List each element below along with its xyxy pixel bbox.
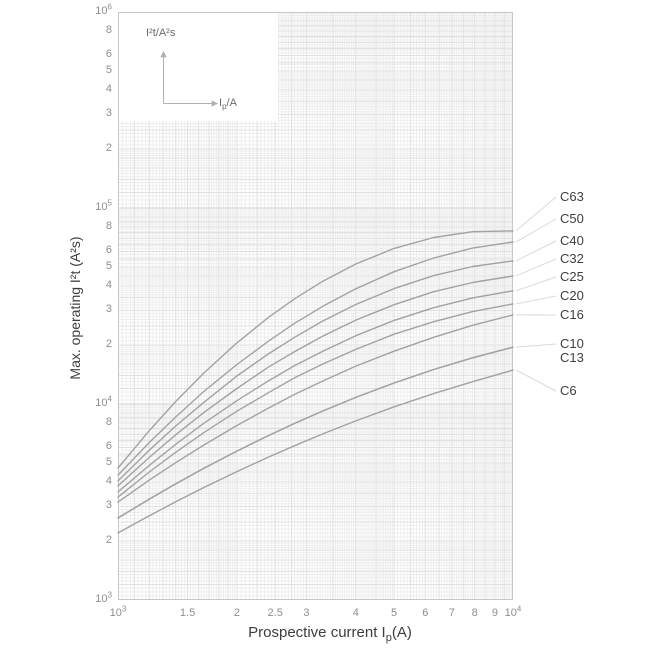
y-tick-label: 6	[105, 440, 112, 453]
x-axis-title: Prospective current Ip(A)	[180, 624, 480, 644]
curve-C32	[117, 275, 514, 487]
inset-right-arrow-icon	[211, 100, 218, 107]
curves	[117, 230, 514, 534]
x-tick-label: 104	[504, 604, 522, 619]
y-tick-label: 2	[105, 337, 112, 350]
y-tick-label: 3	[105, 303, 112, 316]
curve-C40	[117, 260, 514, 482]
curve-C16	[117, 314, 514, 503]
curve-label-C40: C40	[560, 233, 584, 248]
y-tick-label: 6	[105, 244, 112, 257]
curve-label-C6: C6	[560, 383, 577, 398]
y-tick-label: 6	[105, 48, 112, 61]
curve-label-C25: C25	[560, 269, 584, 284]
x-tick-label: 6	[422, 607, 429, 619]
inset-y-label: I²t/A²s	[146, 27, 176, 39]
curve-label-C16: C16	[560, 307, 584, 322]
x-tick-label: 5	[391, 607, 398, 619]
x-tick-label: 103	[109, 604, 127, 619]
y-tick-label: 104	[95, 394, 112, 409]
y-tick-label: 8	[105, 23, 112, 36]
x-tick-label: 4	[352, 607, 359, 619]
curve-C50	[117, 241, 514, 476]
curve-C25	[117, 290, 514, 493]
inset-box	[119, 13, 278, 121]
y-tick-label: 5	[105, 260, 112, 272]
y-tick-label: 105	[95, 198, 112, 213]
curve-C6	[117, 369, 514, 534]
x-tick-label: 9	[491, 607, 498, 619]
curve-C13	[117, 346, 514, 519]
x-axis-title-sub: p	[385, 632, 392, 644]
grid-major	[118, 12, 513, 600]
y-tick-label: 3	[105, 107, 112, 120]
curve-label-C32: C32	[560, 251, 584, 266]
x-tick-label: 7	[448, 607, 455, 619]
curve-C63	[117, 230, 514, 469]
x-axis-title-text: Prospective current I	[248, 624, 386, 641]
leader-lines	[515, 196, 557, 392]
y-tick-label: 4	[105, 82, 112, 95]
x-tick-label: 3	[303, 607, 310, 619]
curve-label-C13: C13	[560, 350, 584, 365]
y-tick-label: 2	[105, 141, 112, 154]
inset-x-label: Ip/A	[219, 97, 237, 113]
y-tick-label: 4	[105, 474, 112, 487]
x-tick-label: 8	[471, 607, 478, 619]
y-tick-label: 8	[105, 219, 112, 232]
inset-x-label-text: I	[219, 97, 223, 109]
y-tick-label: 5	[105, 456, 112, 468]
curve-label-C50: C50	[560, 211, 584, 226]
x-tick-label: 2	[233, 607, 240, 619]
y-tick-label: 3	[105, 499, 112, 512]
y-tick-label: 106	[95, 2, 112, 17]
inset-x-label-sub: p	[222, 102, 227, 112]
x-tick-label: 1.5	[179, 607, 196, 619]
curve-label-C10: C10	[560, 336, 584, 351]
inset-x-label-unit: /A	[226, 97, 237, 109]
x-axis-title-unit: (A)	[391, 624, 412, 641]
y-tick-label: 4	[105, 278, 112, 291]
curve-C20	[117, 303, 514, 498]
curve-label-C20: C20	[560, 288, 584, 303]
y-tick-label: 8	[105, 415, 112, 428]
y-tick-label: 2	[105, 533, 112, 546]
y-tick-label: 103	[95, 590, 112, 605]
y-tick-label: 5	[105, 64, 112, 76]
plot-border	[118, 12, 513, 600]
x-tick-label: 2.5	[267, 607, 283, 619]
inset-up-arrow-icon	[160, 51, 167, 58]
curve-label-C63: C63	[560, 189, 584, 204]
